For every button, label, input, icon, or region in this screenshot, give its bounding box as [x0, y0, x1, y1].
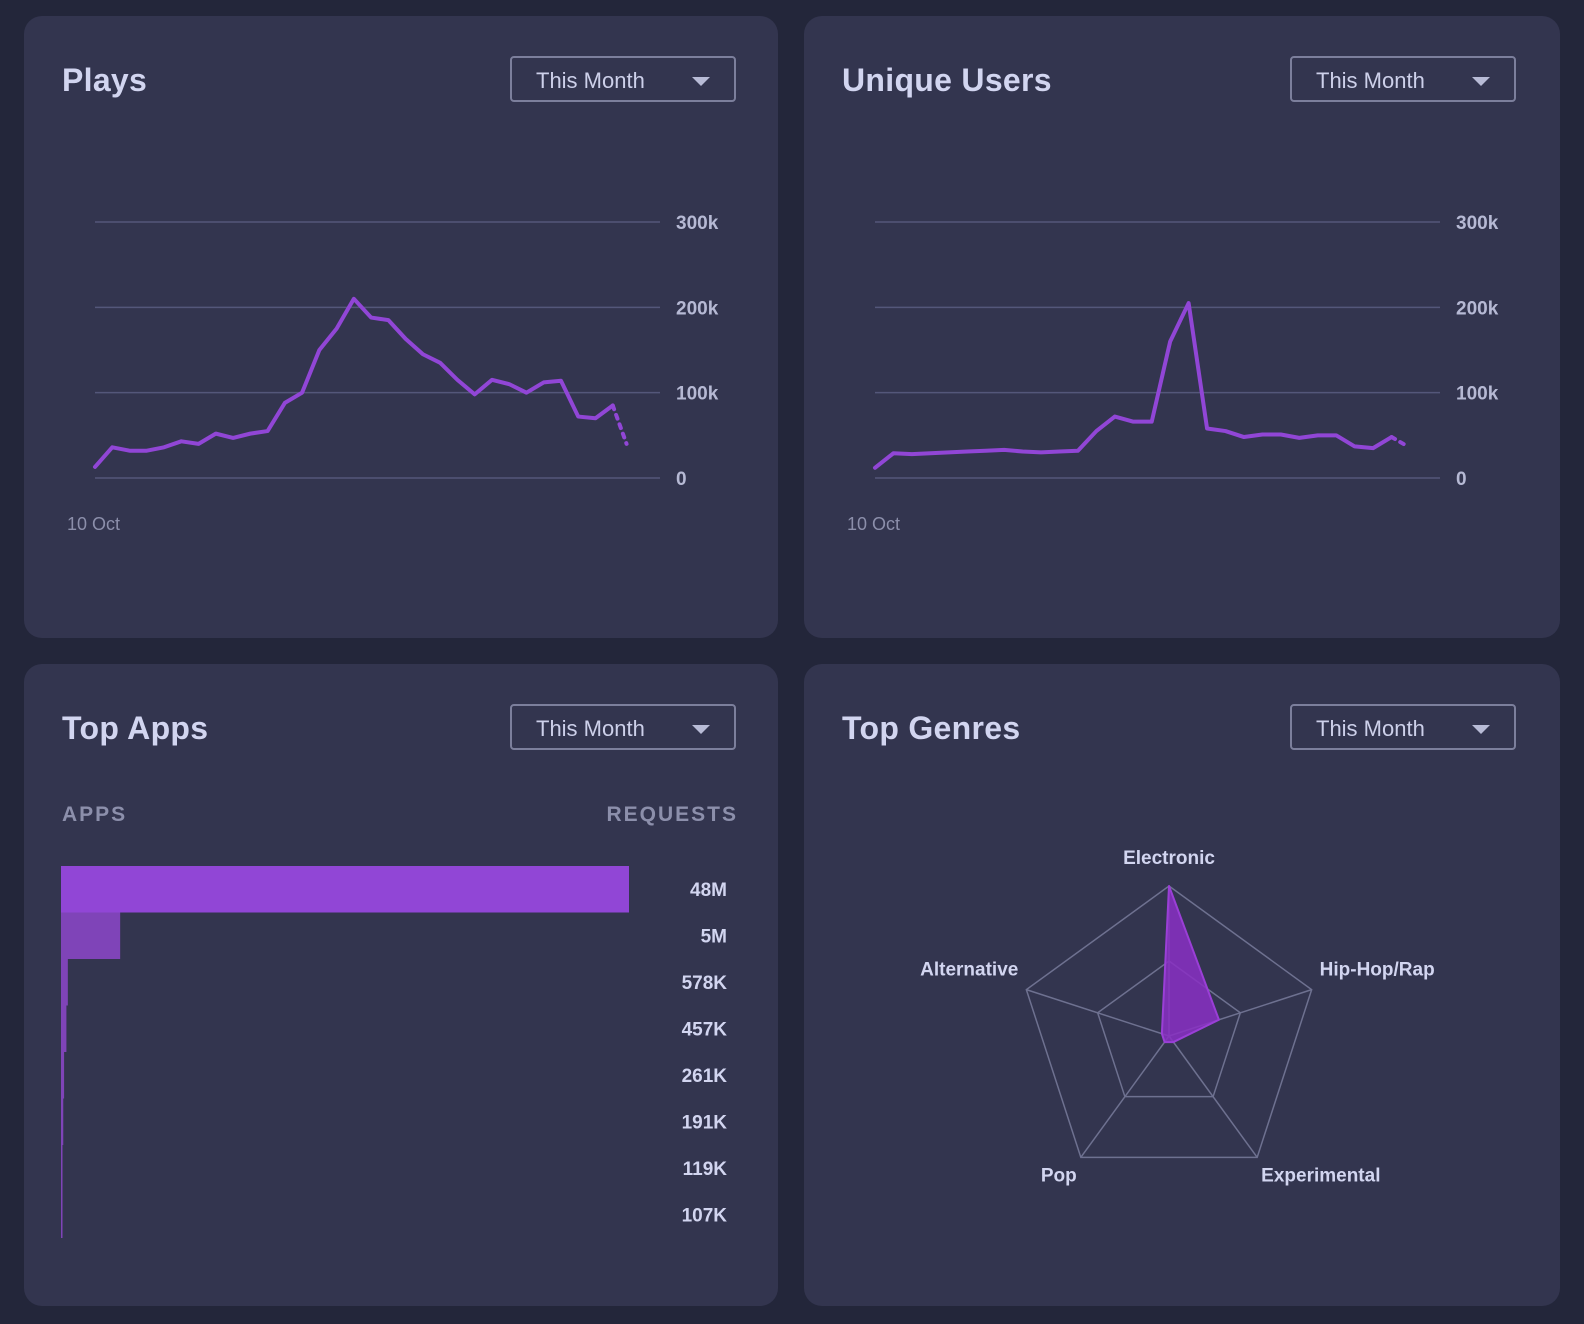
- time-range-dropdown[interactable]: This Month: [1290, 704, 1516, 750]
- y-tick-label: 100k: [676, 384, 719, 405]
- radar-ring: [1025, 885, 1313, 1159]
- card-title: Top Genres: [842, 710, 1021, 746]
- series-line: [873, 301, 1394, 470]
- radar-axis-label: Hip-Hop/Rap: [1320, 960, 1435, 981]
- apps-column-header: APPS: [62, 803, 128, 826]
- dropdown-selected-value: This Month: [536, 68, 645, 93]
- y-tick-label: 0: [1456, 469, 1467, 490]
- x-tick-label: 10 Oct: [67, 514, 120, 534]
- projected-line: [1389, 435, 1409, 448]
- radar-axis-label: Alternative: [920, 960, 1018, 981]
- chevron-down-icon: [692, 77, 710, 86]
- dropdown-selected-value: This Month: [1316, 68, 1425, 93]
- unique-users-card: Unique Users This Month 300k 200k 100k 0 10 …: [804, 16, 1560, 638]
- top-genres-radar-chart: Electronic Hip-Hop/Rap Experimental Pop Alte…: [920, 848, 1435, 1186]
- chevron-down-icon: [1472, 725, 1490, 734]
- bar: [61, 1145, 63, 1192]
- bar: [61, 959, 68, 1006]
- bar: [61, 1191, 63, 1238]
- bar: [61, 1052, 65, 1099]
- y-tick-label: 300k: [1456, 213, 1499, 234]
- dropdown-selected-value: This Month: [536, 716, 645, 741]
- time-range-dropdown[interactable]: This Month: [1290, 56, 1516, 102]
- bar-value-label: 261K: [682, 1066, 728, 1087]
- bar: [61, 912, 121, 959]
- radar-axis-label: Electronic: [1123, 848, 1215, 869]
- radar-axis-label: Pop: [1041, 1165, 1077, 1186]
- unique-users-line-chart: 300k 200k 100k 0 10 Oct: [847, 213, 1499, 534]
- requests-column-header: REQUESTS: [606, 803, 738, 826]
- projected-line: [610, 403, 629, 446]
- bar-value-label: 48M: [690, 880, 727, 901]
- chevron-down-icon: [692, 725, 710, 734]
- y-tick-label: 100k: [1456, 384, 1499, 405]
- bar-value-label: 191K: [682, 1113, 728, 1134]
- plays-card: Plays This Month 300k 200k 100k 0 10 Oct: [24, 16, 778, 638]
- series-line: [93, 296, 615, 469]
- bar: [61, 1005, 67, 1052]
- y-tick-label: 0: [676, 469, 687, 490]
- bar: [61, 866, 629, 913]
- radar-spoke: [1080, 1035, 1170, 1158]
- bar-value-label: 578K: [682, 973, 728, 994]
- y-tick-label: 300k: [676, 213, 719, 234]
- chevron-down-icon: [1472, 77, 1490, 86]
- y-tick-label: 200k: [1456, 298, 1499, 319]
- top-genres-card: Top Genres This Month Electronic Hip-Hop/…: [804, 664, 1560, 1306]
- y-tick-label: 200k: [676, 298, 719, 319]
- top-apps-bar-chart: 48M 5M 578K 457K 261K 191K 119K 107K: [61, 866, 728, 1238]
- radar-spoke: [1168, 1035, 1258, 1158]
- card-title: Plays: [62, 62, 148, 98]
- bar-value-label: 119K: [683, 1159, 728, 1180]
- x-tick-label: 10 Oct: [847, 514, 900, 534]
- card-title: Unique Users: [842, 62, 1052, 98]
- plays-line-chart: 300k 200k 100k 0 10 Oct: [67, 213, 719, 534]
- radar-axis-label: Experimental: [1261, 1165, 1380, 1186]
- radar-ring: [1096, 960, 1242, 1098]
- bar-value-label: 5M: [701, 927, 727, 948]
- radar-area: [1160, 885, 1220, 1044]
- card-title: Top Apps: [62, 710, 209, 746]
- time-range-dropdown[interactable]: This Month: [510, 56, 736, 102]
- bar: [61, 1098, 64, 1145]
- dropdown-selected-value: This Month: [1316, 716, 1425, 741]
- top-apps-card: Top Apps This Month APPS REQUESTS 48M 5M 5…: [24, 664, 778, 1306]
- bar-value-label: 457K: [682, 1020, 728, 1041]
- radar-spoke: [1026, 988, 1170, 1037]
- bar-value-label: 107K: [682, 1206, 728, 1227]
- time-range-dropdown[interactable]: This Month: [510, 704, 736, 750]
